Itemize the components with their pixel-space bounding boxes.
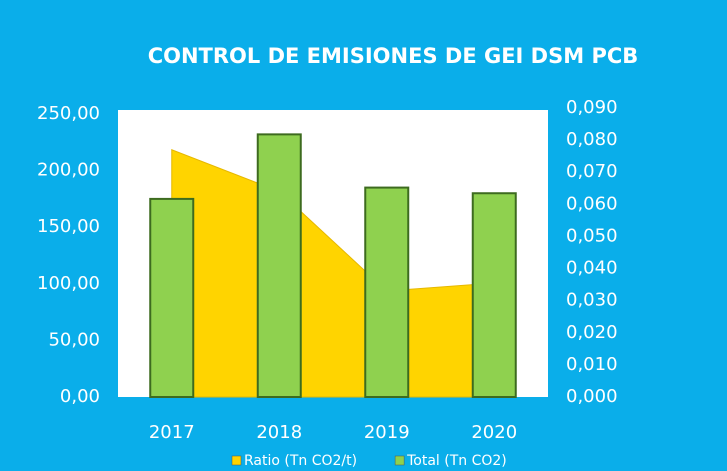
bar bbox=[364, 186, 410, 398]
y2-tick-label: 0,020 bbox=[566, 322, 618, 343]
y-tick-label: 250,00 bbox=[37, 103, 100, 124]
legend-label: Ratio (Tn CO2/t) bbox=[244, 453, 357, 469]
legend-swatch bbox=[394, 455, 405, 466]
y-tick-label: 50,00 bbox=[48, 329, 100, 350]
bar bbox=[149, 197, 195, 398]
y2-tick-label: 0,060 bbox=[566, 193, 618, 214]
bar bbox=[471, 192, 517, 398]
y-tick-label: 200,00 bbox=[37, 160, 100, 181]
x-tick-label: 2020 bbox=[471, 422, 517, 443]
y2-tick-label: 0,010 bbox=[566, 354, 618, 375]
y-tick-label: 150,00 bbox=[37, 216, 100, 237]
y-tick-label: 100,00 bbox=[37, 273, 100, 294]
y2-tick-label: 0,050 bbox=[566, 225, 618, 246]
y2-tick-label: 0,040 bbox=[566, 258, 618, 279]
x-tick-label: 2018 bbox=[256, 422, 302, 443]
y2-tick-label: 0,080 bbox=[566, 129, 618, 150]
legend-label: Total (Tn CO2) bbox=[406, 453, 507, 469]
bar bbox=[256, 133, 302, 398]
legend-swatch bbox=[231, 455, 242, 466]
x-tick-label: 2019 bbox=[364, 422, 410, 443]
y2-tick-label: 0,090 bbox=[566, 97, 618, 118]
y2-tick-label: 0,030 bbox=[566, 290, 618, 311]
x-tick-label: 2017 bbox=[149, 422, 195, 443]
y2-tick-label: 0,000 bbox=[566, 386, 618, 407]
y2-tick-label: 0,070 bbox=[566, 161, 618, 182]
y-tick-label: 0,00 bbox=[60, 386, 100, 407]
chart-title: CONTROL DE EMISIONES DE GEI DSM PCB bbox=[148, 44, 639, 68]
